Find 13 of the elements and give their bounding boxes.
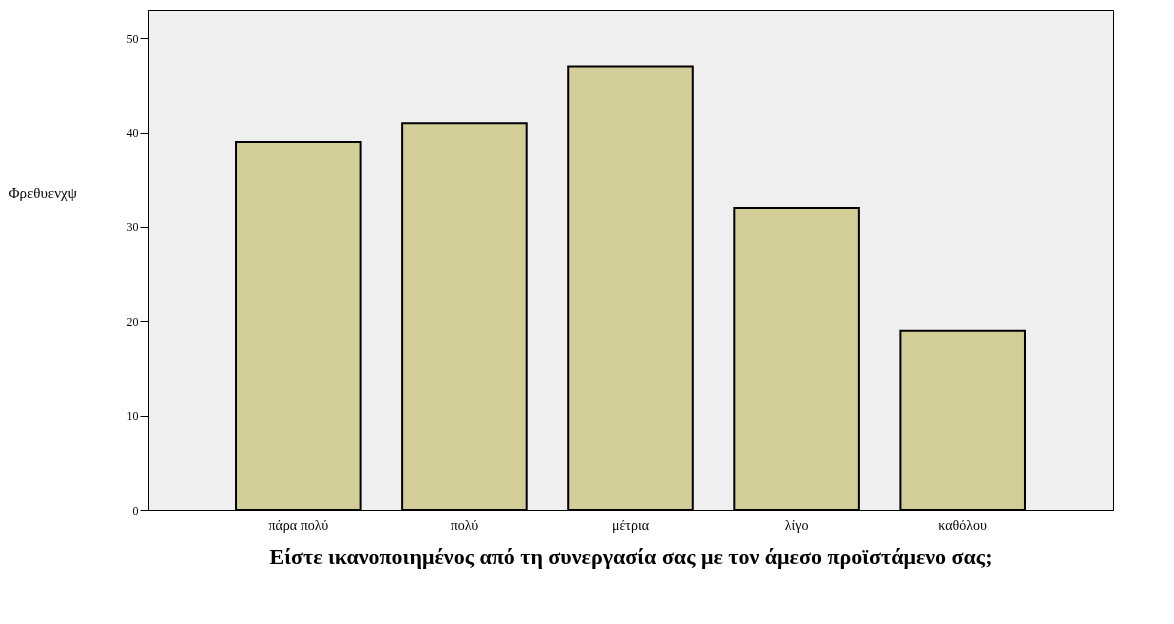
y-tick-label: 20 xyxy=(126,314,139,329)
x-tick-label: πολύ xyxy=(450,517,479,533)
x-tick-label: καθόλου xyxy=(938,517,988,533)
x-axis-title: Είστε ικανοποιημένος από τη συνεργασία σας με τον άμεσο προϊστάμενο σας; xyxy=(269,543,993,569)
x-tick-label: πάρα πολύ xyxy=(268,517,329,533)
x-tick-label: μέτρια xyxy=(611,517,650,533)
y-axis-title: Φρεθυενχψ xyxy=(8,184,78,201)
y-tick-label: 0 xyxy=(132,503,139,518)
y-tick-label: 40 xyxy=(126,126,139,141)
y-tick-label: 30 xyxy=(126,220,139,235)
x-tick-label: λίγο xyxy=(784,517,809,533)
y-tick-label: 50 xyxy=(126,31,139,46)
y-tick-label: 10 xyxy=(126,409,139,424)
